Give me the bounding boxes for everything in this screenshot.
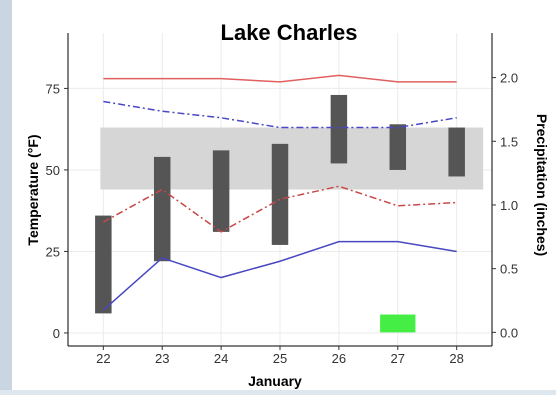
- y-right-tick-label: 2.0: [500, 71, 518, 86]
- temperature-series-line: [102, 240, 457, 311]
- temperature-series-line: [103, 100, 457, 129]
- temperature-range-bar: [212, 150, 230, 232]
- temperature-range-bar: [153, 156, 171, 262]
- x-tick-label: 24: [214, 351, 228, 366]
- y-axis-left-label: Temperature (°F): [25, 134, 41, 245]
- temperature-range-bar: [389, 124, 407, 170]
- x-tick-label: 26: [332, 351, 346, 366]
- y-left-tick-label: 0: [53, 326, 60, 341]
- temperature-range-bar: [271, 143, 289, 245]
- y-right-tick-label: 1.0: [500, 198, 518, 213]
- x-tick-label: 23: [155, 351, 169, 366]
- precipitation-bars: [380, 314, 416, 333]
- y-right-tick-label: 0.0: [500, 325, 518, 340]
- x-tick-label: 25: [273, 351, 287, 366]
- temperature-lines: [102, 74, 457, 311]
- y-left-tick-label: 25: [46, 244, 60, 259]
- temperature-range-bar: [448, 127, 465, 177]
- x-tick-label: 28: [449, 351, 463, 366]
- x-tick-label: 27: [391, 351, 405, 366]
- left-map-strip: [0, 0, 12, 390]
- axes: [64, 33, 496, 350]
- temperature-series-line: [103, 74, 457, 83]
- chart-title: Lake Charles: [221, 20, 358, 45]
- x-axis-label: January: [248, 373, 302, 389]
- temperature-range-bar: [330, 94, 348, 164]
- y-left-tick-label: 75: [46, 81, 60, 96]
- temperature-range-bar: [95, 215, 112, 314]
- y-right-tick-label: 1.5: [500, 134, 518, 149]
- tick-labels: 22 23 24 25 26 27 28 0 25 50 75 0.0 0.5 1.0 1.5 2.0: [46, 71, 519, 366]
- y-right-tick-label: 0.5: [500, 262, 518, 277]
- y-axis-right-label: Precipitation (inches): [534, 114, 550, 256]
- x-tick-label: 22: [96, 351, 110, 366]
- y-left-tick-label: 50: [46, 163, 60, 178]
- precipitation-bar: [380, 314, 416, 333]
- temperature-range-bars: [95, 94, 465, 314]
